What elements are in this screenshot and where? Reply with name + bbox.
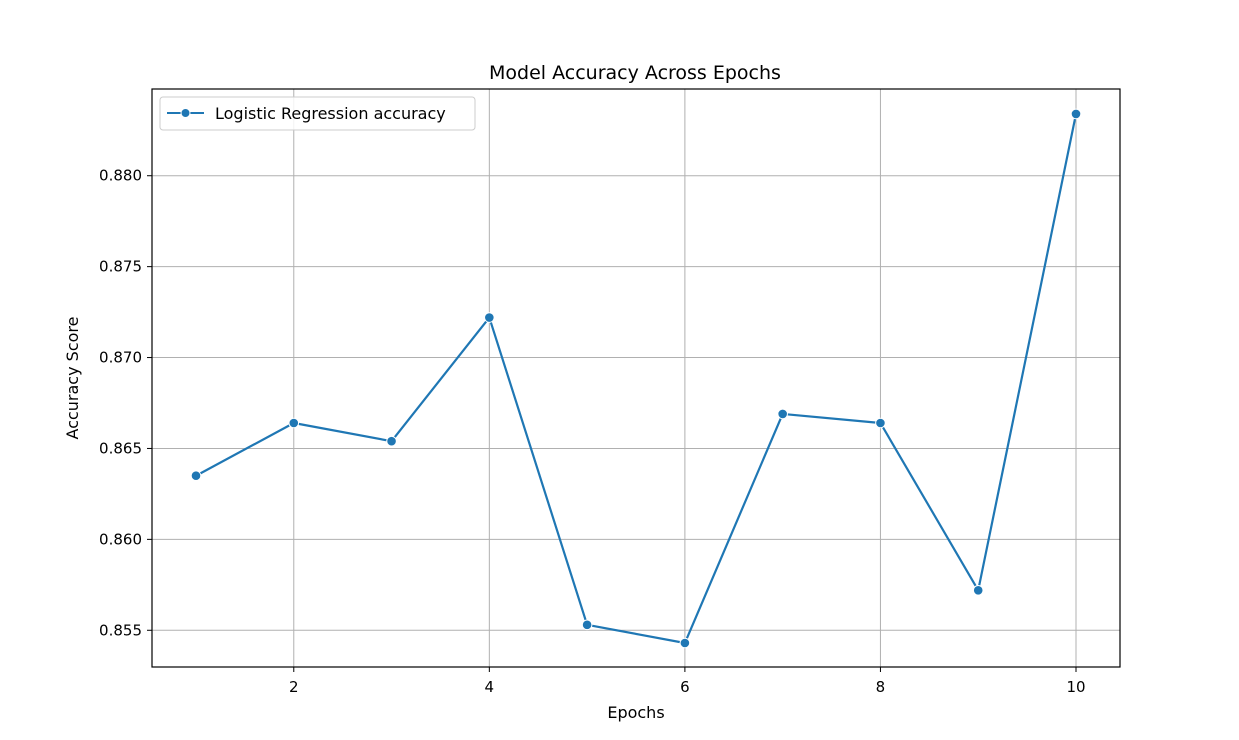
y-axis-ticks: 0.855 0.860 0.865 0.870 0.875 0.880 (99, 167, 152, 639)
x-axis-ticks: 2 4 6 8 10 (289, 667, 1086, 696)
data-point (972, 584, 984, 596)
data-point (581, 619, 593, 631)
y-tick-label: 0.855 (99, 621, 142, 639)
legend: Logistic Regression accuracy (159, 96, 476, 131)
chart-title: Model Accuracy Across Epochs (489, 62, 781, 84)
data-point (190, 470, 202, 482)
x-tick-label: 6 (680, 678, 690, 696)
x-tick-label: 10 (1066, 678, 1085, 696)
data-point (484, 312, 495, 323)
y-tick-label: 0.880 (99, 167, 142, 185)
x-tick-label: 4 (485, 678, 495, 696)
data-point (679, 637, 691, 649)
legend-marker-swatch (180, 108, 191, 118)
x-tick-label: 8 (876, 678, 886, 696)
series-line (195, 113, 1078, 645)
y-tick-label: 0.860 (99, 530, 142, 548)
y-axis-label: Accuracy Score (63, 317, 82, 440)
data-point (288, 417, 300, 429)
y-tick-label: 0.870 (99, 349, 142, 367)
grid-lines (152, 89, 1120, 667)
plot-area-frame (151, 88, 1121, 668)
x-axis-label: Epochs (607, 703, 664, 722)
legend-label: Logistic Regression accuracy (215, 104, 446, 123)
y-tick-label: 0.875 (99, 258, 142, 276)
y-tick-label: 0.865 (99, 439, 142, 457)
data-point (875, 417, 886, 429)
data-point (386, 435, 397, 447)
series-layer (190, 108, 1082, 649)
data-point (777, 408, 788, 420)
data-point (1070, 108, 1082, 120)
legend-box (159, 96, 476, 131)
x-tick-label: 2 (289, 678, 299, 696)
